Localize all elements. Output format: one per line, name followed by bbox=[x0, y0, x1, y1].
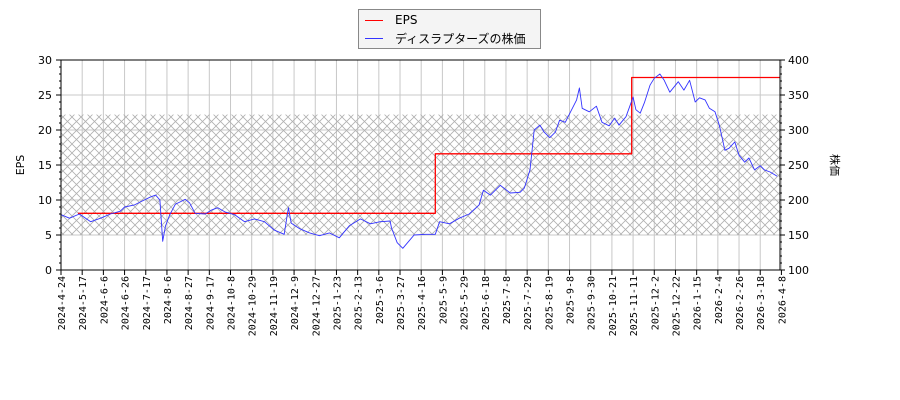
y-tick-label-left: 5 bbox=[45, 229, 52, 242]
y-tick-label-right: 100 bbox=[788, 264, 809, 277]
y-tick-label-right: 300 bbox=[788, 124, 809, 137]
y-tick-label-right: 250 bbox=[788, 159, 809, 172]
y-tick-label-right: 350 bbox=[788, 89, 809, 102]
x-tick-label: 2025-9-30 bbox=[587, 276, 598, 330]
x-tick-label: 2026-1-15 bbox=[693, 276, 704, 330]
x-tick-label: 2024-12-9 bbox=[290, 276, 301, 330]
y-tick-label-right: 150 bbox=[788, 229, 809, 242]
legend: EPS ディスラプターズの株価 bbox=[358, 9, 541, 49]
y-tick-label-left: 10 bbox=[38, 194, 52, 207]
y-axis-label-right: 株価 bbox=[828, 154, 842, 176]
legend-swatch-eps bbox=[365, 19, 383, 21]
x-tick-label: 2024-11-19 bbox=[269, 276, 280, 336]
x-tick-label: 2025-5-9 bbox=[438, 276, 449, 324]
x-tick-label: 2026-4-8 bbox=[777, 276, 788, 324]
x-tick-label: 2025-8-19 bbox=[544, 276, 555, 330]
legend-item-price: ディスラプターズの株価 bbox=[365, 30, 526, 46]
y-tick-label-left: 15 bbox=[38, 159, 52, 172]
x-tick-label: 2025-1-23 bbox=[332, 276, 343, 330]
x-tick-label: 2024-10-8 bbox=[227, 276, 238, 330]
legend-swatch-price bbox=[365, 37, 383, 39]
y-tick-label-left: 0 bbox=[45, 264, 52, 277]
y-axis-label-left: EPS bbox=[14, 155, 27, 176]
x-tick-label: 2024-4-24 bbox=[57, 276, 68, 330]
x-tick-label: 2025-12-22 bbox=[671, 276, 682, 336]
x-tick-label: 2025-7-29 bbox=[523, 276, 534, 330]
x-tick-label: 2024-10-29 bbox=[248, 276, 259, 336]
x-tick-label: 2026-3-18 bbox=[756, 276, 767, 330]
x-tick-label: 2024-5-17 bbox=[78, 276, 89, 330]
x-tick-label: 2025-11-11 bbox=[629, 276, 640, 336]
x-tick-label: 2024-8-6 bbox=[163, 276, 174, 324]
x-tick-label: 2025-3-6 bbox=[375, 276, 386, 324]
x-tick-label: 2025-4-16 bbox=[417, 276, 428, 330]
x-tick-label: 2026-2-4 bbox=[714, 276, 725, 324]
y-tick-label-left: 30 bbox=[38, 54, 52, 67]
x-tick-label: 2024-6-26 bbox=[121, 276, 132, 330]
y-tick-label-right: 200 bbox=[788, 194, 809, 207]
x-tick-label: 2025-3-27 bbox=[396, 276, 407, 330]
x-tick-label: 2025-12-2 bbox=[650, 276, 661, 330]
x-tick-label: 2025-9-8 bbox=[566, 276, 577, 324]
price-range-band bbox=[61, 114, 780, 235]
y-tick-label-left: 25 bbox=[38, 89, 52, 102]
legend-label-eps: EPS bbox=[395, 13, 418, 27]
x-tick-label: 2025-6-18 bbox=[481, 276, 492, 330]
stock-price-line bbox=[60, 73, 778, 249]
y-tick-label-left: 20 bbox=[38, 124, 52, 137]
x-tick-label: 2024-7-17 bbox=[142, 276, 153, 330]
x-tick-label: 2024-6-6 bbox=[99, 276, 110, 324]
x-tick-label: 2024-9-17 bbox=[205, 276, 216, 330]
legend-item-eps: EPS bbox=[365, 12, 417, 28]
x-tick-label: 2024-12-27 bbox=[311, 276, 322, 336]
eps-line bbox=[78, 76, 780, 214]
x-tick-label: 2025-2-13 bbox=[354, 276, 365, 330]
x-tick-label: 2025-7-8 bbox=[502, 276, 513, 324]
x-tick-label: 2024-8-27 bbox=[184, 276, 195, 330]
x-tick-label: 2026-2-26 bbox=[735, 276, 746, 330]
legend-label-price: ディスラプターズの株価 bbox=[395, 31, 526, 46]
x-tick-label: 2025-10-21 bbox=[608, 276, 619, 336]
y-tick-label-right: 400 bbox=[788, 54, 809, 67]
x-tick-label: 2025-5-29 bbox=[460, 276, 471, 330]
